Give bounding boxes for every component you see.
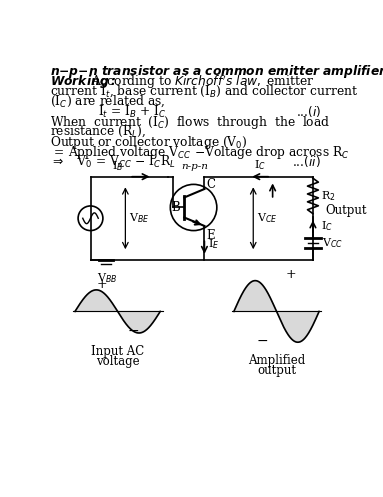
Text: E: E (207, 229, 215, 242)
Text: output: output (257, 364, 296, 377)
Text: V$_{CE}$: V$_{CE}$ (257, 211, 278, 225)
Text: ...$\it{(ii)}$: ...$\it{(ii)}$ (292, 154, 321, 168)
Text: n-p-n: n-p-n (182, 162, 209, 170)
Text: resistance (R$_L$),: resistance (R$_L$), (50, 124, 147, 139)
Text: voltage: voltage (96, 354, 139, 368)
Text: $\bfit{Working:}$: $\bfit{Working:}$ (50, 74, 116, 90)
Text: $\bfit{n}$$\bf{-}$$\bfit{p}$$\bf{-}$$\bfit{n}$ $\bfit{transistor\ as\ a\ common\: $\bfit{n}$$\bf{-}$$\bfit{p}$$\bf{-}$$\bf… (50, 64, 383, 81)
Text: Input AC: Input AC (91, 344, 144, 357)
Text: According to $\it{Kirchoff's\ law,}$ emitter: According to $\it{Kirchoff's\ law,}$ emi… (91, 74, 315, 91)
Text: (I$_C$) are related as,: (I$_C$) are related as, (50, 93, 166, 109)
Text: C: C (207, 178, 216, 191)
Text: −: − (127, 325, 139, 338)
Text: I$_C$: I$_C$ (321, 220, 332, 233)
Text: I$_C$: I$_C$ (254, 158, 266, 172)
Text: V$_{BE}$: V$_{BE}$ (129, 211, 150, 225)
Text: V$_{BB}$: V$_{BB}$ (97, 271, 118, 285)
Text: +: + (285, 268, 296, 281)
Text: $\Rightarrow$   V$_0$ = V$_{CC}$ $-$ I$_C$R$_L$: $\Rightarrow$ V$_0$ = V$_{CC}$ $-$ I$_C$… (50, 154, 176, 169)
Text: B: B (172, 201, 180, 214)
Text: current I$_t$, base current (I$_B$) and collector current: current I$_t$, base current (I$_B$) and … (50, 83, 358, 99)
Text: I$_B$: I$_B$ (112, 159, 123, 173)
Text: −: − (257, 333, 268, 347)
Text: = Applied voltage V$_{CC}$ $-$Voltage drop across R$_C$: = Applied voltage V$_{CC}$ $-$Voltage dr… (50, 144, 350, 161)
Text: Amplified: Amplified (248, 354, 305, 367)
Text: Output or collector voltage (V$_0$): Output or collector voltage (V$_0$) (50, 134, 248, 151)
Text: Output: Output (325, 204, 367, 217)
Text: V$_{CC}$: V$_{CC}$ (322, 236, 343, 250)
Text: I$_t$ = I$_B$ + I$_C$: I$_t$ = I$_B$ + I$_C$ (98, 103, 167, 120)
Text: I$_E$: I$_E$ (208, 238, 220, 251)
Text: ...$\it{(i)}$: ...$\it{(i)}$ (296, 103, 321, 118)
Text: When  current  (I$_C$)  flows  through  the  load: When current (I$_C$) flows through the l… (50, 113, 331, 131)
Text: +: + (97, 277, 108, 291)
Text: R$_2$: R$_2$ (321, 189, 335, 203)
